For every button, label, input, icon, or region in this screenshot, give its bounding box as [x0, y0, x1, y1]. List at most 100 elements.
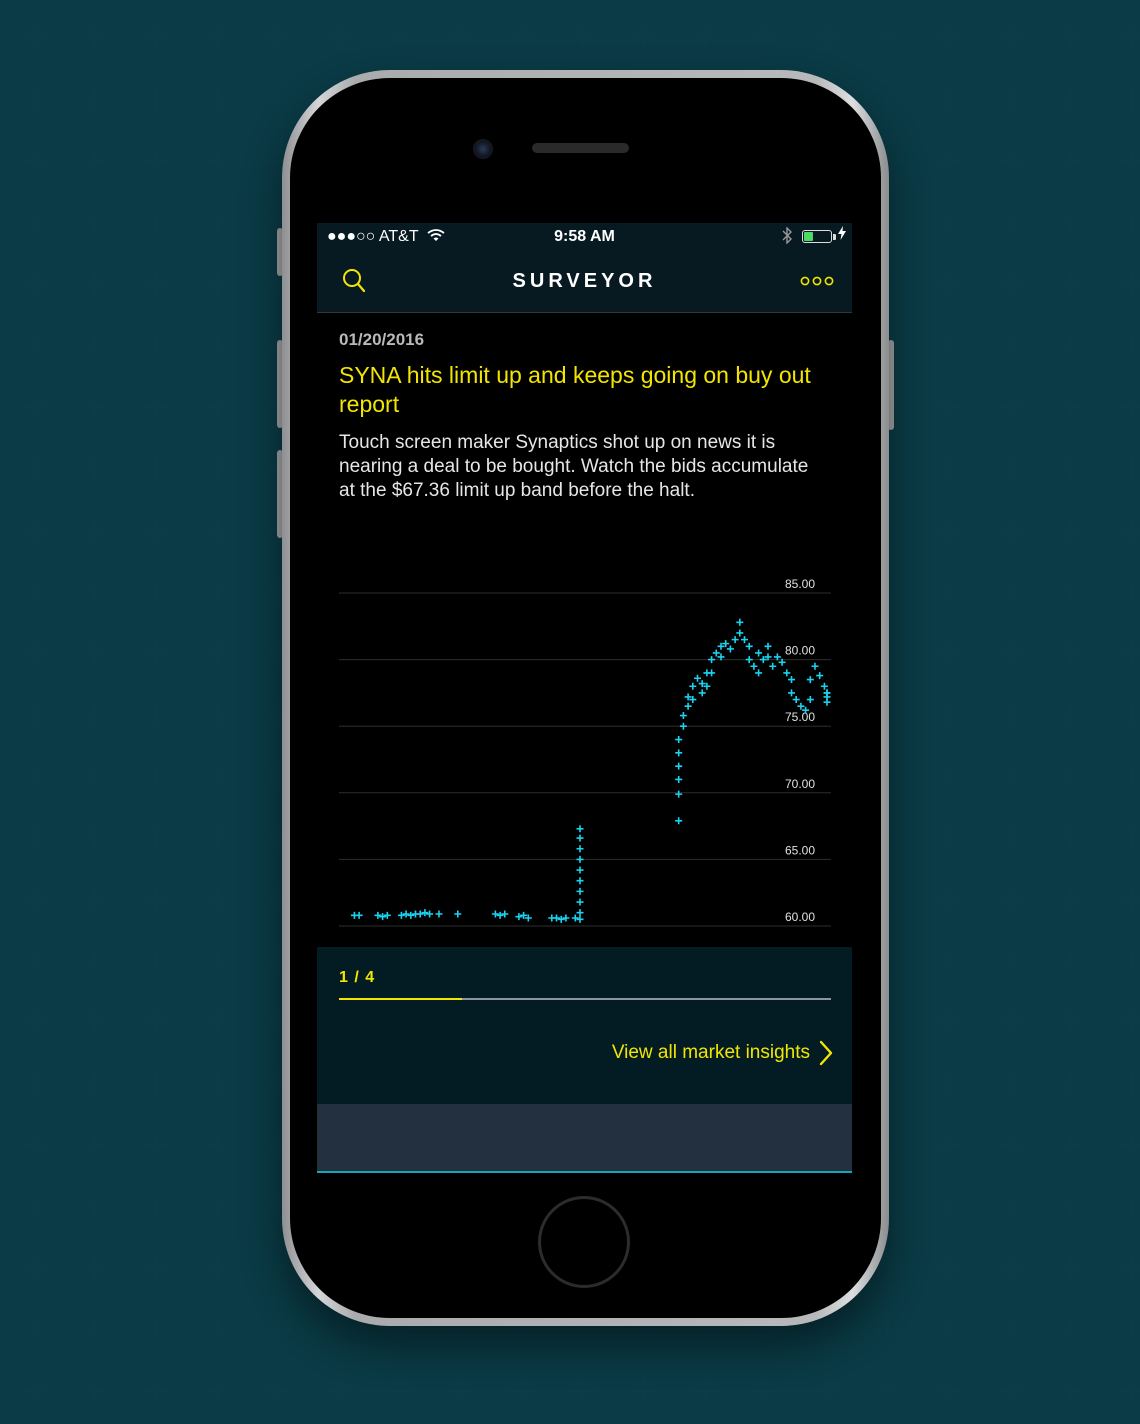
carrier-info: ●●●○○ AT&T [327, 228, 445, 246]
battery-tip [833, 234, 836, 240]
pattern-cross [998, 1379, 1022, 1403]
insight-headline[interactable]: SYNA hits limit up and keeps going on bu… [339, 362, 811, 417]
pattern-cross [1059, 87, 1083, 112]
pattern-cross [22, 641, 46, 665]
pattern-cross [998, 1256, 1022, 1280]
data-point [675, 762, 683, 770]
pattern-cross [998, 948, 1022, 973]
pattern-cross [937, 825, 961, 850]
data-point [374, 911, 382, 919]
pattern-cross [144, 579, 168, 604]
pattern-cross [22, 210, 46, 235]
pattern-cross [205, 764, 229, 788]
pattern-cross [144, 272, 168, 296]
pattern-cross [205, 395, 229, 419]
volume-down-button [277, 450, 283, 538]
data-point [703, 682, 711, 690]
data-point [811, 662, 819, 670]
pattern-cross [1059, 1379, 1083, 1403]
pattern-cross [83, 1133, 107, 1157]
pattern-cross [144, 1379, 168, 1403]
pattern-cross [1059, 456, 1083, 481]
data-point [520, 911, 528, 919]
pattern-cross [266, 26, 290, 50]
pattern-cross [998, 1133, 1022, 1157]
data-point [355, 911, 363, 919]
pattern-cross [83, 1256, 107, 1280]
pattern-cross [205, 272, 229, 296]
pattern-cross [1120, 825, 1140, 850]
pattern-cross [1059, 702, 1083, 727]
pattern-cross [144, 887, 168, 911]
data-point [576, 834, 584, 842]
data-point [769, 662, 777, 670]
pattern-cross [998, 518, 1022, 542]
pattern-cross [1120, 1194, 1140, 1219]
pattern-cross [83, 87, 107, 112]
pattern-cross [1120, 1133, 1140, 1157]
pattern-cross [22, 1379, 46, 1403]
data-point [736, 618, 744, 626]
data-point [675, 817, 683, 825]
data-point [576, 877, 584, 885]
data-point [750, 662, 758, 670]
pattern-cross [1059, 1010, 1083, 1034]
pattern-cross [22, 149, 46, 173]
pattern-cross [693, 26, 717, 50]
data-point [820, 682, 828, 690]
pattern-cross [205, 333, 229, 358]
data-point [576, 866, 584, 874]
pattern-cross [998, 149, 1022, 173]
home-button[interactable] [538, 1196, 630, 1288]
pattern-cross [1120, 272, 1140, 296]
data-point [576, 915, 584, 923]
pattern-cross [22, 1194, 46, 1219]
pattern-cross [205, 641, 229, 665]
pattern-cross [83, 579, 107, 604]
view-all-insights-link[interactable]: View all market insights [612, 1039, 834, 1067]
pattern-cross [1120, 1379, 1140, 1403]
carrier-name: AT&T [378, 228, 419, 245]
data-point [576, 898, 584, 906]
pattern-cross [144, 1256, 168, 1280]
pattern-cross [22, 1317, 46, 1342]
pattern-cross [998, 1010, 1022, 1034]
pattern-cross [22, 1071, 46, 1096]
pattern-cross [1059, 887, 1083, 911]
pattern-cross [571, 1379, 595, 1403]
page-progress-track [339, 998, 831, 1000]
pattern-cross [83, 1194, 107, 1219]
pattern-cross [571, 26, 595, 50]
data-point [778, 658, 786, 666]
pattern-cross [815, 26, 839, 50]
pattern-cross [205, 456, 229, 481]
pattern-cross [205, 948, 229, 973]
pattern-cross [998, 333, 1022, 358]
data-point [759, 656, 767, 664]
app-header: SURVEYOR [317, 253, 852, 314]
view-all-label: View all market insights [611, 1042, 810, 1063]
pattern-cross [22, 825, 46, 850]
pattern-cross [937, 1256, 961, 1280]
search-button[interactable] [339, 266, 369, 296]
pattern-cross [937, 26, 961, 50]
pattern-cross [1059, 1317, 1083, 1342]
pattern-cross [83, 887, 107, 911]
data-point [571, 914, 579, 922]
data-point [717, 642, 725, 650]
pattern-cross [510, 1379, 534, 1403]
pattern-cross [998, 210, 1022, 235]
data-point [722, 640, 730, 648]
market-insight-card[interactable]: 01/20/2016 SYNA hits limit up and keeps … [317, 313, 852, 947]
more-options-button[interactable] [800, 273, 834, 289]
data-point [684, 693, 692, 701]
pattern-cross [83, 518, 107, 542]
pattern-cross [998, 1317, 1022, 1342]
pattern-cross [632, 26, 656, 50]
volume-up-button [277, 340, 283, 428]
pattern-cross [937, 518, 961, 542]
data-point [712, 649, 720, 657]
pattern-cross [815, 1379, 839, 1403]
data-point [783, 669, 791, 677]
pattern-cross [1120, 395, 1140, 419]
